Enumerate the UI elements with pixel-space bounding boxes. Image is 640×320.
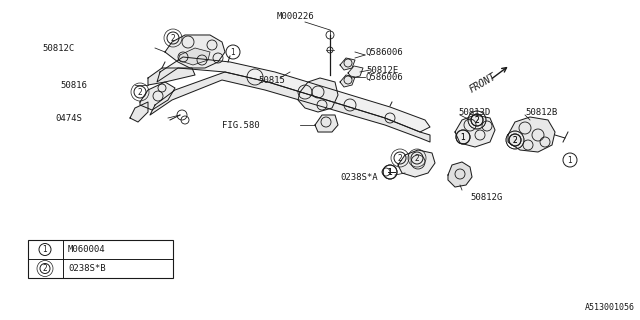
Text: 1: 1 <box>461 132 465 141</box>
Text: 50812G: 50812G <box>470 194 502 203</box>
Text: 50813D: 50813D <box>458 108 490 116</box>
Text: A513001056: A513001056 <box>585 303 635 312</box>
Text: 2: 2 <box>475 116 479 124</box>
Text: M060004: M060004 <box>68 245 106 254</box>
Text: FRONT: FRONT <box>468 71 499 95</box>
Text: 50812E: 50812E <box>366 66 398 75</box>
Text: 50812B: 50812B <box>525 108 557 116</box>
Text: 50815: 50815 <box>258 76 285 84</box>
Text: Q586006: Q586006 <box>366 73 404 82</box>
Polygon shape <box>340 58 355 70</box>
Text: 1: 1 <box>230 47 236 57</box>
Text: 2: 2 <box>513 135 517 145</box>
Polygon shape <box>340 75 355 87</box>
Polygon shape <box>298 78 338 112</box>
Text: 1: 1 <box>461 132 465 141</box>
Polygon shape <box>315 115 338 132</box>
Polygon shape <box>398 150 435 177</box>
Text: 50816: 50816 <box>60 81 87 90</box>
Text: 0238S*B: 0238S*B <box>68 264 106 273</box>
Text: 50812C: 50812C <box>42 44 74 52</box>
Polygon shape <box>348 66 363 78</box>
Bar <box>28 240 173 278</box>
Text: 2: 2 <box>415 154 419 163</box>
Polygon shape <box>508 117 555 152</box>
Polygon shape <box>150 72 430 142</box>
Polygon shape <box>178 48 210 65</box>
Text: 1: 1 <box>388 167 392 177</box>
Text: 2: 2 <box>43 264 47 273</box>
Text: 2: 2 <box>397 154 403 163</box>
Text: 1: 1 <box>388 167 392 177</box>
Text: 2: 2 <box>475 116 479 124</box>
Text: 0238S*A: 0238S*A <box>340 172 378 181</box>
Polygon shape <box>165 35 225 68</box>
Polygon shape <box>130 102 148 122</box>
Text: 2: 2 <box>138 87 142 97</box>
Text: 2: 2 <box>513 135 517 145</box>
Text: FIG.580: FIG.580 <box>222 121 260 130</box>
Text: M000226: M000226 <box>276 12 314 20</box>
Polygon shape <box>148 68 195 85</box>
Text: 1: 1 <box>43 245 47 254</box>
Text: Q586006: Q586006 <box>366 47 404 57</box>
Polygon shape <box>455 115 495 147</box>
Polygon shape <box>157 57 430 132</box>
Text: 2: 2 <box>171 34 175 43</box>
Polygon shape <box>448 162 472 187</box>
Polygon shape <box>140 82 175 110</box>
Text: 0474S: 0474S <box>55 114 82 123</box>
Text: 1: 1 <box>568 156 572 164</box>
